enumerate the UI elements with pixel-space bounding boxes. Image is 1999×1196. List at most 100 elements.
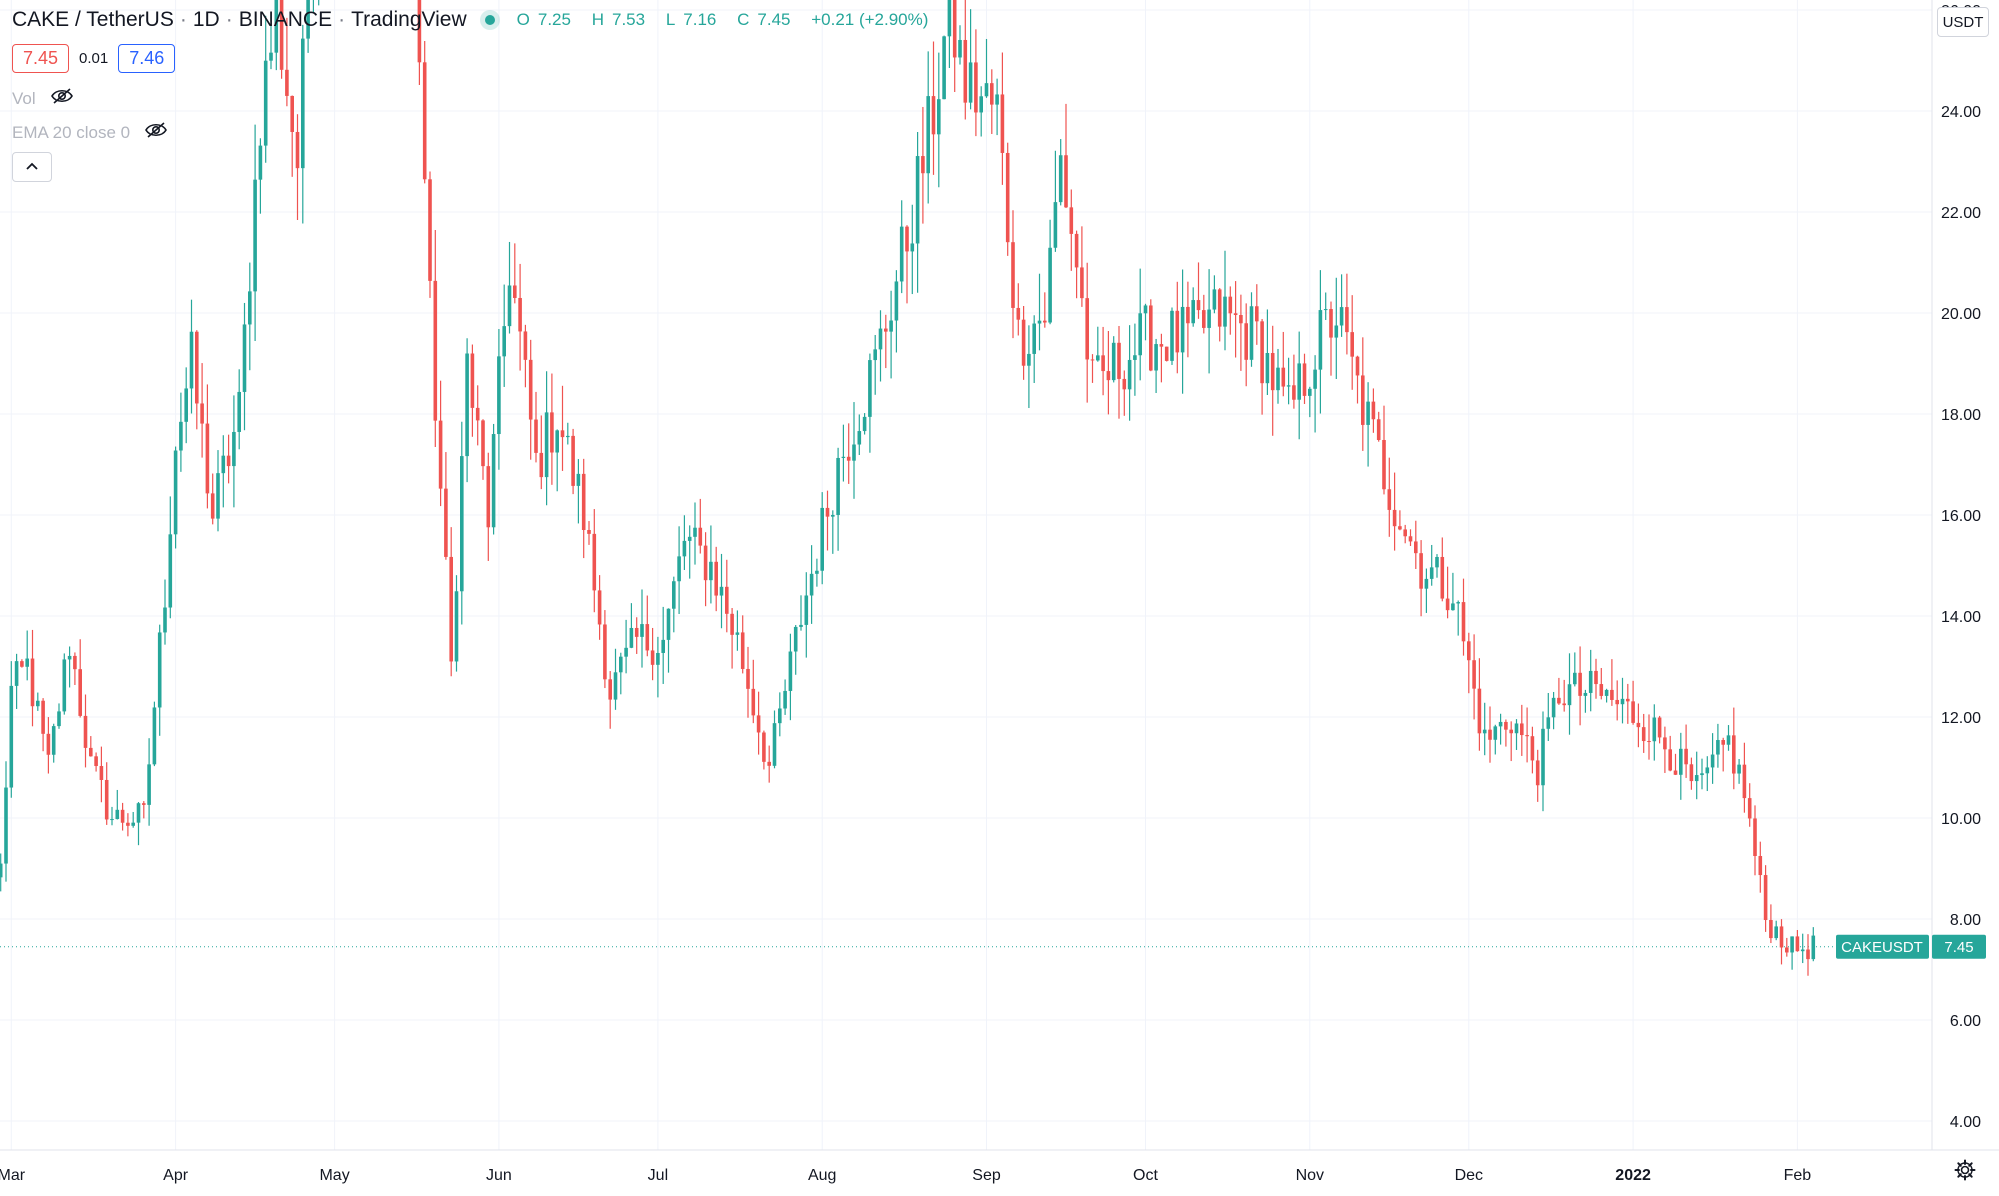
candle-body	[232, 431, 236, 467]
candle-body	[624, 647, 628, 657]
candle-body	[836, 457, 840, 515]
candle-body	[603, 624, 607, 680]
candle-body	[1090, 359, 1095, 361]
candle-body	[640, 624, 644, 637]
candle-body	[221, 455, 226, 474]
candle-body	[1074, 233, 1079, 268]
candle-body	[1700, 773, 1704, 776]
candle-body	[1530, 736, 1535, 761]
candle-body	[666, 608, 671, 640]
candle-body	[963, 39, 968, 103]
candle-body	[1276, 367, 1280, 391]
candle-body	[1334, 325, 1339, 338]
gear-icon[interactable]	[1953, 1158, 1977, 1187]
candle-body	[1117, 342, 1121, 379]
candle-body	[491, 434, 496, 528]
candle-body	[793, 626, 798, 652]
candle-body	[1578, 672, 1582, 696]
last-price-label: CAKEUSDT 7.45	[1836, 934, 1986, 959]
candle-body	[1180, 306, 1185, 353]
candle-body	[470, 353, 475, 408]
candle-body	[931, 96, 936, 135]
last-price-value: 7.45	[1944, 939, 1973, 956]
candle-body	[285, 69, 289, 96]
candle-body	[1440, 556, 1445, 599]
candle-body	[1721, 740, 1725, 745]
candle-body	[804, 595, 809, 625]
candle-body	[597, 590, 602, 625]
price-axis[interactable]: 4.00 6.00 8.00 10.00 12.00 14.00 16.00 18.00 20.…	[1941, 0, 1981, 1131]
candle-body	[1202, 310, 1206, 328]
candle-body	[1191, 300, 1195, 324]
candle-body	[1329, 309, 1333, 338]
candle-body	[1361, 375, 1365, 425]
open-label: O	[516, 10, 530, 29]
candle-body	[481, 420, 485, 467]
candle-body	[1583, 692, 1588, 696]
candle-body	[248, 291, 252, 325]
candle-body	[216, 473, 220, 519]
candle-body	[147, 764, 151, 805]
candle-body	[36, 700, 40, 707]
x-tick-label: May	[319, 1167, 349, 1184]
candle-body	[46, 733, 51, 755]
market-status-icon[interactable]	[484, 15, 495, 25]
candle-body	[1323, 309, 1328, 311]
candle-body	[1562, 703, 1566, 706]
close-label: C	[737, 10, 750, 29]
candle-body	[67, 655, 72, 660]
candle-body	[168, 534, 173, 608]
candle-body	[799, 624, 803, 627]
symbol-name[interactable]: CAKE / TetherUS	[12, 8, 174, 31]
sell-price-button[interactable]: 7.45	[12, 44, 70, 73]
candle-body	[592, 533, 597, 591]
candle-body	[709, 561, 713, 581]
candle-body	[566, 435, 570, 438]
candle-body	[1493, 726, 1498, 740]
interval[interactable]: 1D	[192, 8, 220, 31]
candle-body	[1154, 344, 1158, 371]
candle-body	[20, 661, 24, 667]
candle-body	[1594, 670, 1598, 685]
candle-body	[486, 466, 491, 528]
candle-body	[1138, 313, 1142, 356]
eye-crossed-icon[interactable]	[144, 121, 168, 144]
currency-button[interactable]: USDT	[1937, 7, 1989, 37]
collapse-legend-button[interactable]	[12, 152, 52, 182]
candle-body	[1382, 439, 1386, 490]
candle-body	[1737, 764, 1741, 774]
candle-body	[1806, 949, 1810, 960]
candle-body	[539, 452, 544, 478]
candle-body	[200, 403, 204, 424]
time-axis[interactable]: Mar Apr May Jun Jul Aug Sep Oct Nov Dec 2022 Feb	[0, 1167, 1811, 1184]
candle-body	[475, 407, 480, 421]
candle-body	[30, 658, 35, 707]
buy-price-button[interactable]: 7.46	[118, 44, 176, 73]
candle-body	[1663, 737, 1667, 750]
candle-body	[1387, 489, 1392, 510]
symbol-legend: CAKE / TetherUS · 1D · BINANCE · Trading…	[12, 8, 936, 32]
candle-body	[1212, 289, 1217, 310]
eye-crossed-icon[interactable]	[50, 87, 74, 110]
candle-body	[142, 803, 146, 805]
candle-body	[417, 0, 422, 63]
candle-body	[1689, 764, 1694, 782]
candle-body	[1604, 689, 1609, 696]
candle-body	[1694, 775, 1699, 782]
candle-body	[306, 0, 310, 39]
separator: ·	[338, 8, 346, 31]
candle-body	[226, 455, 231, 467]
candle-body	[1350, 332, 1354, 357]
candle-body	[857, 431, 862, 445]
ema-study-legend[interactable]: EMA 20 close 0	[12, 121, 168, 144]
candle-body	[1186, 306, 1190, 324]
candle-body	[756, 715, 761, 733]
candle-body	[528, 359, 533, 420]
candle-body	[1488, 729, 1492, 740]
candle-body	[1000, 94, 1005, 153]
candle-body	[921, 156, 925, 174]
candle-body	[1249, 306, 1254, 360]
volume-study-legend[interactable]: Vol	[12, 87, 74, 110]
candle-body	[438, 420, 443, 489]
